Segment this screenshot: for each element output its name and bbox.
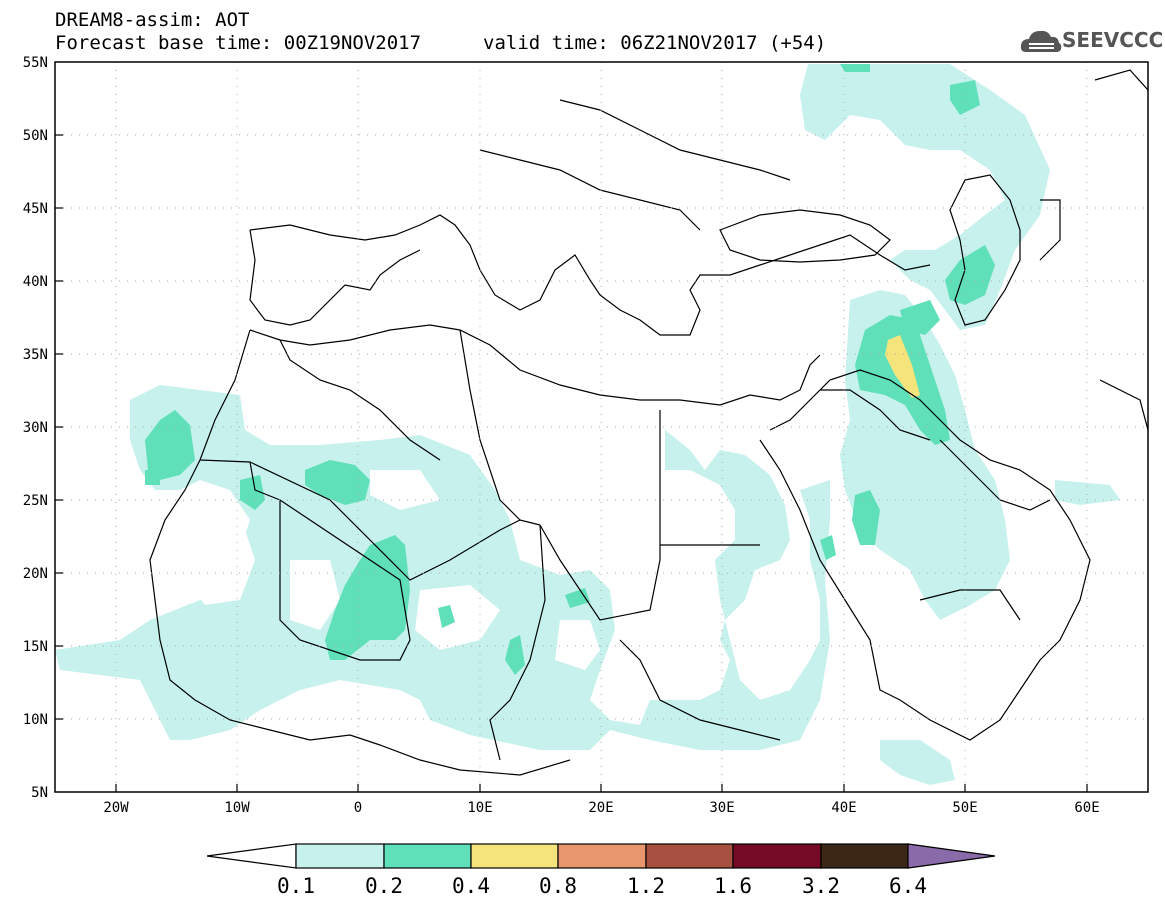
colorbar-label: 0.2 [365, 874, 403, 898]
forecast-base-time: Forecast base time: 00Z19NOV2017 [55, 32, 422, 54]
cloud-icon [1020, 30, 1062, 52]
lat-label: 30N [23, 420, 48, 436]
lat-label: 45N [23, 201, 48, 217]
lon-label: 10W [224, 800, 250, 816]
colorbar-label: 6.4 [889, 874, 927, 898]
map-title: DREAM8-assim: AOT [55, 9, 250, 31]
lon-label: 20W [103, 800, 129, 816]
lat-label: 35N [23, 347, 48, 363]
colorbar-bin [470, 843, 559, 869]
colorbar-label: 3.2 [802, 874, 840, 898]
lat-label: 55N [23, 55, 48, 71]
lon-label: 50E [952, 800, 977, 816]
lat-label: 20N [23, 566, 48, 582]
coastlines [149, 69, 1149, 776]
lon-label: 60E [1074, 800, 1099, 816]
colorbar-bin [295, 843, 385, 869]
colorbar-label: 0.1 [277, 874, 315, 898]
colorbar-label: 1.6 [714, 874, 752, 898]
colorbar-label: 1.2 [627, 874, 665, 898]
colorbar-bin [732, 843, 822, 869]
valid-time: valid time: 06Z21NOV2017 (+54) [483, 32, 827, 54]
aot-field [55, 64, 1120, 785]
colorbar-bin [383, 843, 472, 869]
colorbar-bin [557, 843, 647, 869]
colorbar-label: 0.8 [539, 874, 577, 898]
colorbar-label: 0.4 [452, 874, 490, 898]
lon-label: 40E [831, 800, 856, 816]
lat-label: 10N [23, 712, 48, 728]
lon-label: 20E [588, 800, 613, 816]
lat-label: 25N [23, 493, 48, 509]
colorbar-arrow-high [907, 843, 996, 869]
colorbar-bin [820, 843, 909, 869]
axis-ticks [55, 134, 1088, 792]
lon-label: 10E [467, 800, 492, 816]
lat-label: 15N [23, 639, 48, 655]
lat-label: 40N [23, 274, 48, 290]
lon-label: 30E [709, 800, 734, 816]
lon-label: 0 [354, 800, 362, 816]
graticule [55, 62, 1148, 792]
lat-label: 50N [23, 128, 48, 144]
lat-label: 5N [31, 785, 48, 801]
colorbar [206, 843, 996, 869]
logo-text: SEEVCCC [1062, 28, 1164, 52]
colorbar-arrow-low [206, 843, 297, 869]
colorbar-bin [645, 843, 734, 869]
